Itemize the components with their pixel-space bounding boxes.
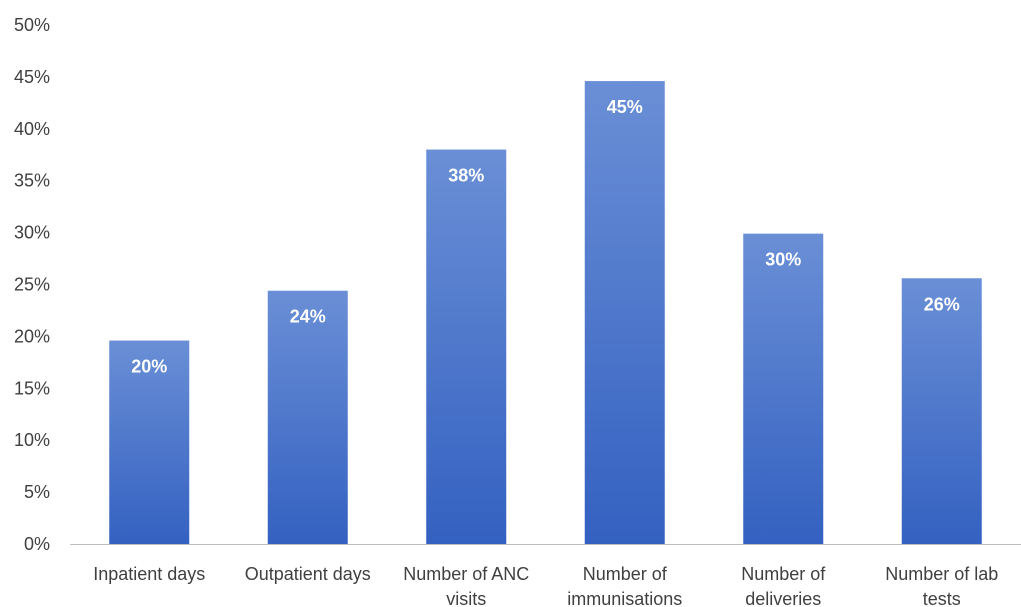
y-tick-label: 15% xyxy=(14,378,50,398)
y-tick-label: 45% xyxy=(14,67,50,87)
x-tick-label: Number of deliveries xyxy=(741,564,826,607)
y-tick-label: 20% xyxy=(14,326,50,346)
bar xyxy=(267,290,348,544)
bar xyxy=(901,278,982,544)
y-tick-label: 5% xyxy=(24,482,50,502)
data-label: 24% xyxy=(290,307,326,327)
y-axis: 0% 5% 10% 15% 20% 25% 30% 35% 40% 45% 50% xyxy=(14,15,50,554)
y-tick-label: 30% xyxy=(14,223,50,243)
x-tick-label: Number of immunisations xyxy=(567,564,682,607)
y-tick-label: 50% xyxy=(14,15,50,35)
bar xyxy=(584,81,665,544)
x-tick-label: Inpatient days xyxy=(93,564,205,584)
x-tick-label: Number of lab tests xyxy=(885,564,998,607)
x-tick-label: Number of ANC visits xyxy=(403,564,529,607)
x-tick-label: Outpatient days xyxy=(245,564,371,584)
bar xyxy=(743,233,824,544)
y-tick-label: 35% xyxy=(14,171,50,191)
category-labels: Inpatient days Outpatient days Number of A… xyxy=(93,564,998,607)
bars xyxy=(109,81,982,544)
data-label: 45% xyxy=(607,97,643,117)
y-tick-label: 40% xyxy=(14,119,50,139)
y-tick-label: 10% xyxy=(14,430,50,450)
y-tick-label: 0% xyxy=(24,534,50,554)
data-label: 30% xyxy=(765,250,801,270)
data-label: 20% xyxy=(131,357,167,377)
data-label: 38% xyxy=(448,166,484,186)
data-labels: 20% 24% 38% 45% 30% 26% xyxy=(131,97,960,377)
bar xyxy=(426,149,507,544)
data-label: 26% xyxy=(924,294,960,314)
y-tick-label: 25% xyxy=(14,275,50,295)
bar xyxy=(109,340,190,544)
